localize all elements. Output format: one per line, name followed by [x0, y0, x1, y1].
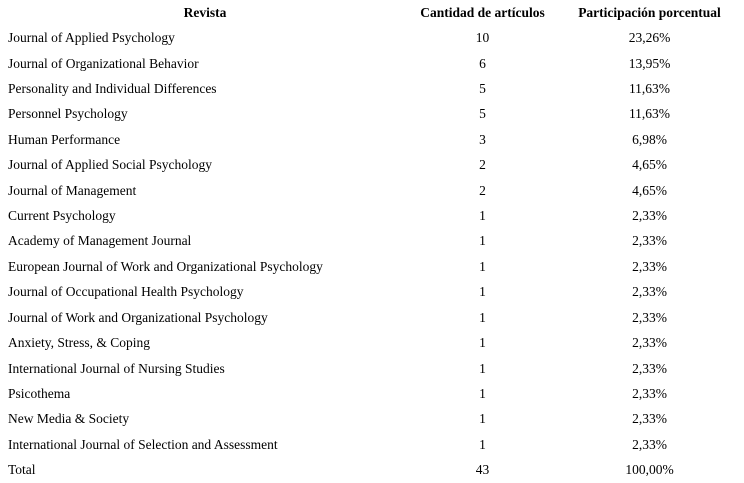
cell-percentage: 2,33% — [632, 335, 667, 351]
cell-article-count: 1 — [479, 233, 486, 249]
total-row: Total 43 100,00% — [0, 458, 744, 483]
cell-percentage: 2,33% — [632, 233, 667, 249]
cell-journal-name: Journal of Management — [8, 182, 137, 198]
table-row: Journal of Work and Organizational Psych… — [0, 305, 744, 330]
cell-percentage: 2,33% — [632, 258, 667, 274]
table-row: Academy of Management Journal 1 2,33% — [0, 229, 744, 254]
column-header-revista: Revista — [183, 4, 227, 20]
cell-journal-name: Current Psychology — [8, 208, 116, 224]
cell-percentage: 13,95% — [628, 55, 671, 71]
table-row: Current Psychology 1 2,33% — [0, 203, 744, 228]
total-label: Total — [8, 462, 36, 478]
cell-article-count: 1 — [479, 208, 486, 224]
table-row: Journal of Applied Social Psychology 2 4,6… — [0, 153, 744, 178]
table-row: Personnel Psychology 5 11,63% — [0, 102, 744, 127]
column-header-participacion-porcentual: Participación porcentual — [578, 4, 721, 20]
table-row: Journal of Occupational Health Psycholog… — [0, 280, 744, 305]
table-row: Journal of Management 2 4,65% — [0, 178, 744, 203]
cell-journal-name: Psicothema — [8, 386, 71, 401]
cell-journal-name: New Media & Society — [8, 411, 130, 427]
cell-article-count: 3 — [479, 131, 486, 147]
cell-journal-name: Journal of Work and Organizational Psych… — [8, 309, 268, 325]
cell-journal-name: International Journal of Selection and A… — [8, 436, 278, 452]
cell-article-count: 1 — [479, 411, 486, 427]
table-header-row: Revista Cantidad de artículos Participac… — [0, 0, 744, 25]
cell-journal-name: European Journal of Work and Organizatio… — [8, 258, 323, 274]
cell-journal-name: Journal of Organizational Behavior — [8, 55, 199, 71]
cell-percentage: 2,33% — [632, 411, 667, 427]
table-row: Personality and Individual Differences 5 1… — [0, 76, 744, 101]
cell-journal-name: Journal of Applied Social Psychology — [8, 157, 212, 173]
table-row: International Journal of Nursing Studies… — [0, 356, 744, 381]
cell-percentage: 4,65% — [632, 182, 667, 198]
cell-article-count: 10 — [475, 30, 490, 46]
cell-journal-name: Journal of Occupational Health Psycholog… — [8, 284, 244, 300]
cell-percentage: 11,63% — [628, 80, 671, 96]
total-percentage: 100,00% — [625, 462, 674, 478]
cell-article-count: 1 — [479, 284, 486, 300]
table-row: International Journal of Selection and A… — [0, 432, 744, 457]
cell-journal-name: Personality and Individual Differences — [8, 80, 217, 96]
cell-journal-name: Journal of Applied Psychology — [8, 30, 175, 46]
cell-article-count: 1 — [479, 309, 486, 325]
table-body: Journal of Applied Psychology 10 23,26% Jou… — [0, 25, 744, 457]
table-row: Anxiety, Stress, & Coping 1 2,33% — [0, 330, 744, 355]
cell-article-count: 1 — [479, 335, 486, 351]
total-article-count: 43 — [475, 462, 490, 478]
cell-journal-name: Academy of Management Journal — [8, 233, 192, 249]
cell-journal-name: International Journal of Nursing Studies — [8, 360, 225, 376]
table-row: Journal of Applied Psychology 10 23,26% — [0, 25, 744, 50]
cell-article-count: 1 — [479, 360, 486, 376]
table-row: Psicothema 1 2,33% — [0, 381, 744, 406]
cell-percentage: 2,33% — [632, 284, 667, 300]
cell-article-count: 5 — [479, 106, 486, 122]
cell-percentage: 2,33% — [632, 360, 667, 376]
table-row: European Journal of Work and Organizatio… — [0, 254, 744, 279]
cell-percentage: 2,33% — [632, 386, 667, 401]
table-row: Journal of Organizational Behavior 6 13,95… — [0, 51, 744, 76]
cell-percentage: 11,63% — [628, 106, 671, 122]
cell-percentage: 23,26% — [628, 30, 671, 46]
column-header-cantidad-articulos: Cantidad de artículos — [420, 4, 545, 20]
cell-percentage: 6,98% — [632, 131, 667, 147]
cell-article-count: 1 — [479, 258, 486, 274]
cell-percentage: 2,33% — [632, 208, 667, 224]
cell-journal-name: Human Performance — [8, 131, 121, 147]
cell-article-count: 2 — [479, 182, 486, 198]
cell-percentage: 2,33% — [632, 436, 667, 452]
cell-percentage: 4,65% — [632, 157, 667, 173]
cell-journal-name: Personnel Psychology — [8, 106, 128, 122]
cell-journal-name: Anxiety, Stress, & Coping — [8, 335, 151, 351]
table-row: New Media & Society 1 2,33% — [0, 407, 744, 432]
cell-article-count: 6 — [479, 55, 486, 71]
cell-percentage: 2,33% — [632, 309, 667, 325]
cell-article-count: 2 — [479, 157, 486, 173]
table-footer: Total 43 100,00% — [0, 458, 744, 483]
cell-article-count: 5 — [479, 80, 486, 96]
cell-article-count: 1 — [479, 386, 486, 401]
table-row: Human Performance 3 6,98% — [0, 127, 744, 152]
cell-article-count: 1 — [479, 436, 486, 452]
